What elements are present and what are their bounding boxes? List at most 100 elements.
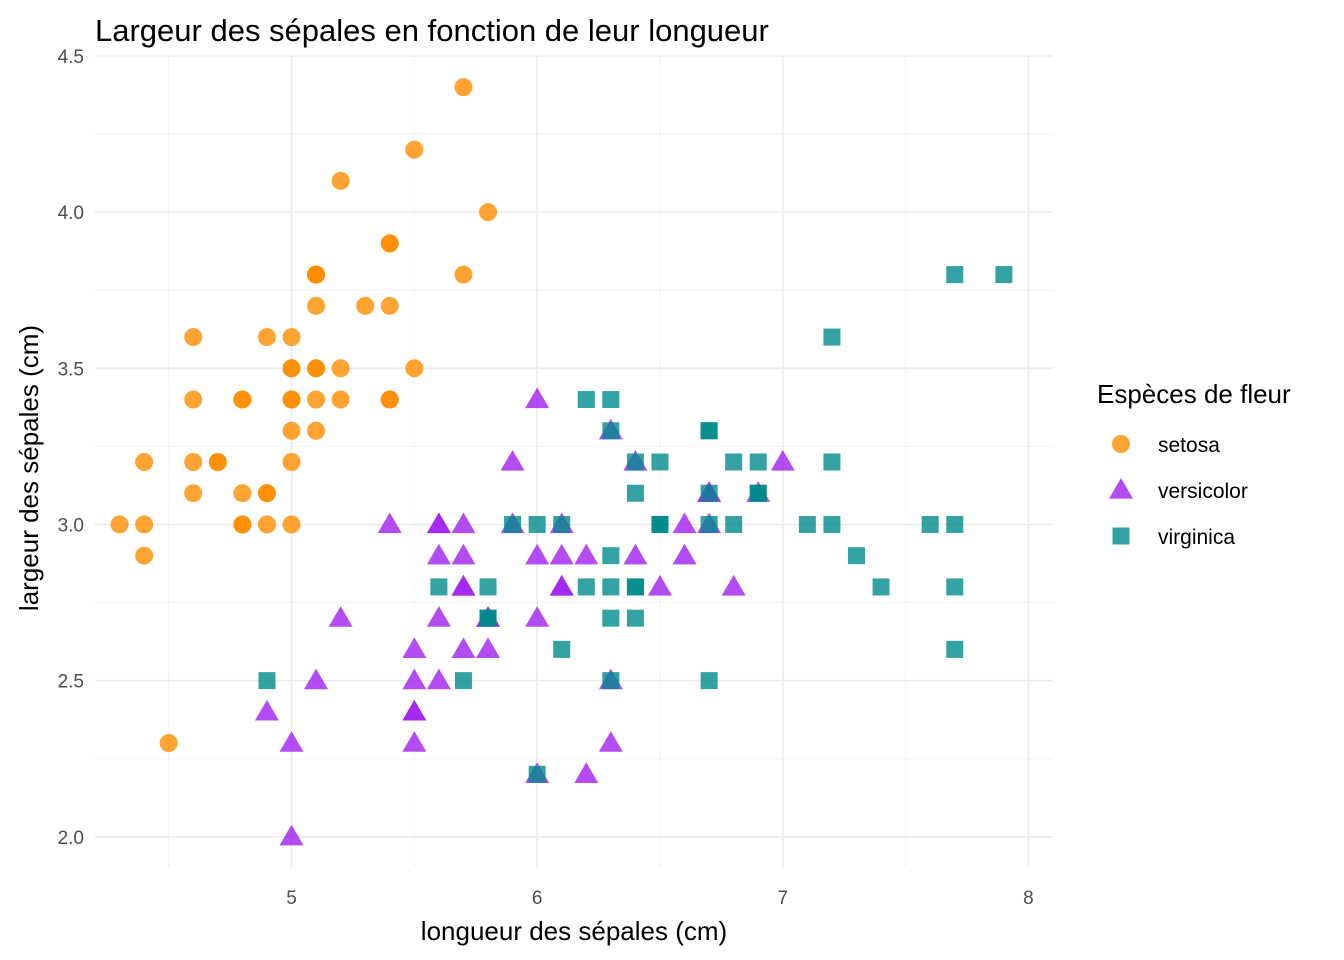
x-axis-title: longueur des sépales (cm)	[421, 916, 727, 946]
setosa-point	[380, 296, 399, 315]
virginica-point	[626, 578, 644, 596]
virginica-point	[749, 453, 767, 471]
virginica-point	[823, 515, 841, 533]
virginica-point	[700, 672, 718, 690]
setosa-point	[184, 390, 203, 409]
versicolor-point	[304, 668, 329, 690]
virginica-point	[602, 672, 620, 690]
versicolor-point	[672, 543, 697, 565]
legend-title: Espèces de fleur	[1097, 379, 1291, 409]
y-tick-label: 2.5	[58, 672, 84, 693]
versicolor-point	[402, 637, 427, 659]
virginica-point	[454, 672, 472, 690]
versicolor-point	[525, 387, 550, 409]
virginica-point	[946, 266, 964, 284]
versicolor-point	[525, 606, 550, 627]
y-tick-label: 4.5	[58, 47, 84, 68]
data-points	[110, 78, 1013, 846]
setosa-point	[380, 390, 399, 409]
virginica-point	[651, 515, 669, 533]
x-axis-tick-labels: 5 6 7 8	[286, 888, 1034, 909]
versicolor-point	[451, 512, 476, 534]
virginica-point	[847, 547, 865, 565]
virginica-point	[725, 515, 743, 533]
versicolor-point	[377, 512, 402, 534]
y-tick-label: 3.0	[58, 515, 84, 536]
setosa-point	[331, 171, 350, 190]
setosa-point	[356, 296, 375, 315]
versicolor-point	[598, 731, 623, 752]
versicolor-point	[623, 543, 648, 565]
versicolor-point	[426, 512, 451, 534]
setosa-point	[233, 515, 252, 534]
versicolor-point	[328, 606, 353, 627]
versicolor-point	[402, 668, 427, 690]
virginica-point	[430, 578, 448, 596]
virginica-point	[577, 578, 595, 596]
virginica-point	[479, 609, 497, 627]
setosa-point	[208, 453, 227, 471]
setosa-point	[135, 453, 154, 471]
chart-title: Largeur des sépales en fonction de leur …	[95, 13, 769, 48]
virginica-point	[651, 453, 669, 471]
setosa-point	[257, 328, 276, 347]
setosa-point	[307, 265, 326, 284]
legend-label-virginica: virginica	[1158, 526, 1235, 549]
setosa-point	[282, 390, 301, 409]
virginica-point	[946, 640, 964, 658]
setosa-point	[110, 515, 129, 534]
x-tick-label: 7	[778, 888, 789, 909]
legend: Espèces de fleur setosa versicolor virgini…	[1097, 379, 1291, 549]
virginica-point	[602, 609, 620, 627]
virginica-point	[553, 515, 571, 533]
setosa-point	[184, 484, 203, 503]
virginica-point	[528, 765, 546, 783]
virginica-point	[921, 515, 939, 533]
virginica-point	[626, 453, 644, 471]
setosa-legend-key	[1112, 435, 1130, 453]
versicolor-point	[451, 637, 476, 659]
versicolor-point	[770, 450, 795, 471]
x-tick-label: 8	[1023, 888, 1034, 909]
versicolor-point	[426, 606, 451, 627]
virginica-point	[602, 422, 620, 440]
setosa-point	[454, 78, 473, 97]
y-axis-title: largeur des sépales (cm)	[14, 325, 44, 611]
versicolor-legend-key	[1109, 478, 1133, 499]
minor-gridlines	[95, 56, 1053, 868]
virginica-point	[553, 640, 571, 658]
versicolor-point	[574, 543, 599, 565]
legend-label-versicolor: versicolor	[1158, 480, 1248, 503]
versicolor-point	[721, 574, 746, 596]
setosa-point	[307, 421, 326, 440]
versicolor-point	[279, 824, 304, 846]
setosa-point	[454, 265, 473, 284]
y-tick-label: 2.0	[58, 828, 84, 849]
setosa-point	[405, 140, 424, 159]
setosa-point	[282, 328, 301, 347]
virginica-point	[946, 578, 964, 596]
virginica-point	[749, 484, 767, 502]
setosa-point	[307, 390, 326, 409]
versicolor-point	[451, 543, 476, 565]
setosa-point	[479, 203, 498, 222]
x-tick-label: 5	[286, 888, 297, 909]
setosa-point	[307, 296, 326, 315]
y-tick-label: 3.5	[58, 359, 84, 380]
versicolor-point	[549, 543, 574, 565]
setosa-point	[282, 421, 301, 440]
virginica-point	[995, 266, 1013, 284]
x-tick-label: 6	[532, 888, 543, 909]
versicolor-point	[254, 699, 279, 721]
setosa-point	[405, 359, 424, 378]
virginica-point	[798, 515, 816, 533]
setosa-point	[282, 359, 301, 378]
versicolor-point	[426, 668, 451, 690]
virginica-point	[626, 609, 644, 627]
setosa-point	[233, 390, 252, 409]
versicolor-point	[402, 731, 427, 752]
y-axis-tick-labels: 2.0 2.5 3.0 3.5 4.0 4.5	[58, 47, 84, 849]
versicolor-point	[647, 574, 672, 596]
setosa-point	[257, 484, 276, 503]
